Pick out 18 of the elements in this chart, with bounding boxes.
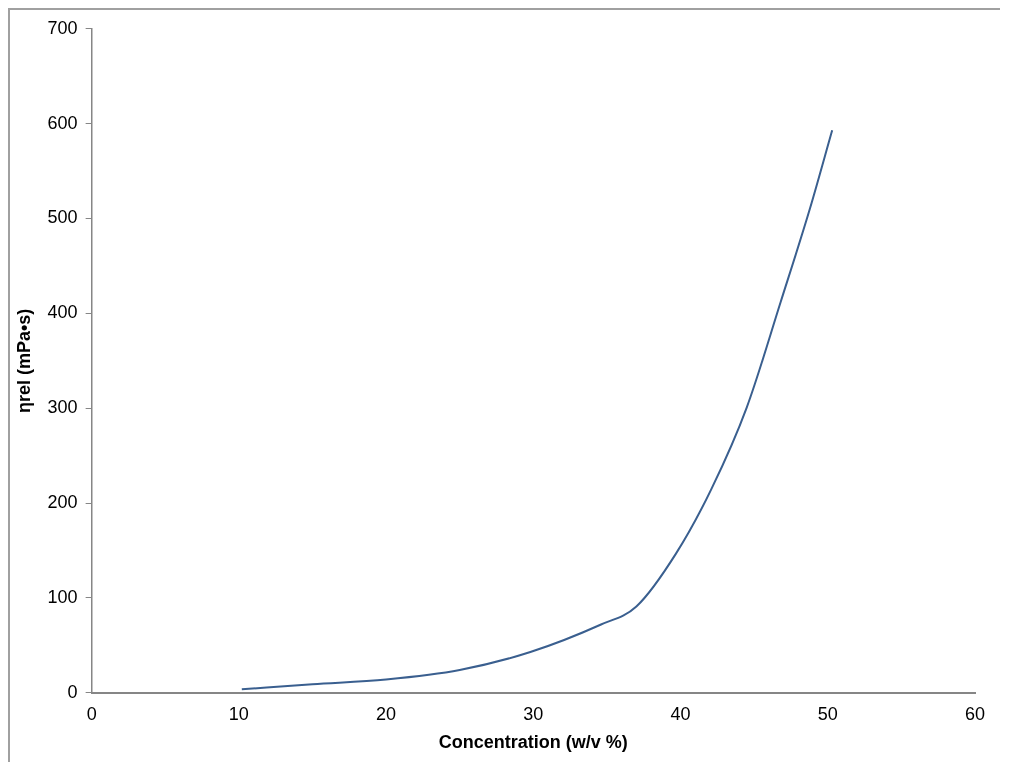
line-series xyxy=(240,129,834,691)
x-tick-label: 60 xyxy=(964,703,986,724)
y-tick-label: 100 xyxy=(47,586,78,607)
y-tick-label: 700 xyxy=(47,17,78,38)
x-tick-label: 0 xyxy=(86,703,97,724)
x-tick-label: 10 xyxy=(228,703,249,724)
x-tick-label: 20 xyxy=(376,703,397,724)
y-tick-label: 400 xyxy=(47,302,78,323)
x-tick-label: 40 xyxy=(670,703,691,724)
y-tick-label: 300 xyxy=(47,397,78,418)
x-tick-label: 50 xyxy=(817,703,838,724)
y-tick-label: 0 xyxy=(67,681,78,702)
y-axis-title: ηrel (mPa•s) xyxy=(13,308,34,413)
x-axis-title: Concentration (w/v %) xyxy=(438,732,628,753)
x-tick-label: 30 xyxy=(523,703,544,724)
y-tick-label: 600 xyxy=(47,112,78,133)
y-tick-label: 500 xyxy=(47,207,78,228)
y-tick-label: 200 xyxy=(47,492,78,513)
